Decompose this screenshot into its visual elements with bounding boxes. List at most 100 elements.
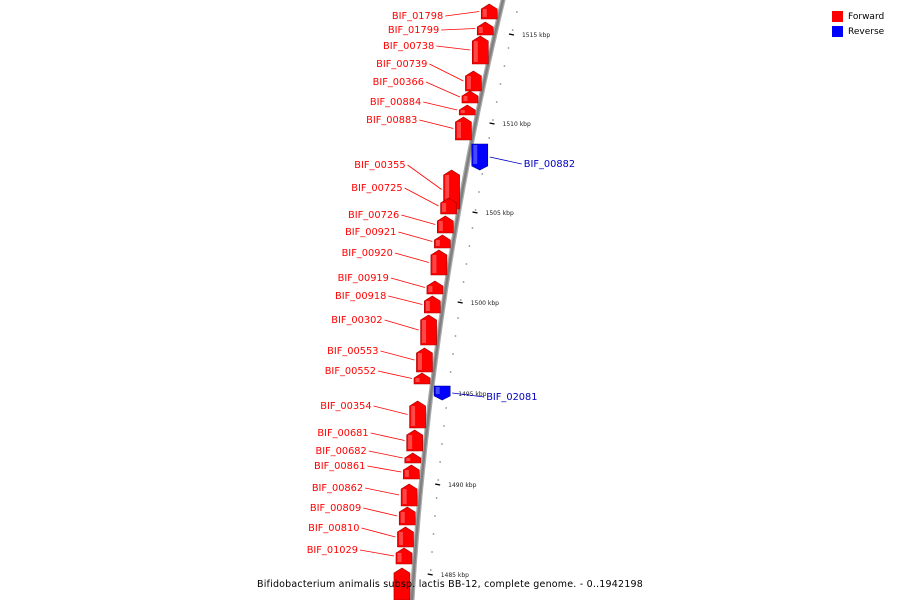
gene-label: BIF_00366	[373, 77, 424, 88]
gene-highlight	[422, 320, 427, 343]
gene-feature-bif-00884	[458, 104, 476, 116]
genome-backbone	[409, 0, 506, 600]
gene-arrow	[420, 314, 437, 346]
scale-tick-label: 1485 kbp	[441, 572, 469, 579]
gene-label-connector	[407, 164, 442, 190]
gene-arrow	[433, 385, 451, 401]
gene-arrow	[437, 215, 454, 234]
gene-highlight	[473, 41, 478, 62]
genome-caption: Bifidobacterium animalis subsp. lactis B…	[257, 579, 643, 590]
gene-feature-bif-00552	[413, 372, 431, 385]
gene-feature-bif-00862	[400, 483, 418, 507]
gene-label-connector	[367, 465, 402, 473]
gene-label: BIF_00919	[338, 273, 389, 284]
gene-feature-bif-00366	[461, 90, 479, 104]
gene-label: BIF_01029	[307, 545, 358, 556]
gene-feature-bif-00921	[434, 234, 451, 249]
gene-feature-bif-00809	[398, 506, 416, 526]
gene-arrow-partial	[393, 567, 411, 600]
gene-highlight	[473, 145, 478, 164]
gene-label-connector	[404, 187, 439, 207]
gene-highlight	[428, 286, 433, 292]
gene-label: BIF_00810	[308, 523, 359, 534]
gene-label-connector	[363, 507, 398, 517]
gene-arrow	[413, 372, 431, 385]
gene-label-connector	[423, 101, 458, 111]
gene-label: BIF_00883	[366, 115, 417, 126]
gene-arrow	[458, 104, 476, 116]
gene-label-connector	[394, 252, 430, 263]
gene-label: BIF_00682	[315, 446, 366, 457]
gene-highlight	[442, 203, 447, 212]
scale-tick-mark	[489, 122, 495, 125]
gene-label-connector	[425, 81, 461, 98]
gene-feature-bif-00882	[471, 143, 489, 171]
gene-arrow	[398, 506, 416, 526]
gene-arrow	[406, 429, 423, 452]
scale-tick-mark	[435, 483, 441, 486]
gene-label-connector	[445, 11, 480, 17]
gene-highlight	[435, 387, 440, 394]
gene-label-connector	[365, 487, 400, 496]
reverse-swatch	[832, 26, 843, 37]
gene-label-connector	[380, 350, 415, 361]
gene-label: BIF_00302	[331, 315, 382, 326]
gene-feature-bif-00810	[397, 526, 414, 548]
scale-tick-mark	[427, 573, 433, 576]
gene-feature-bif-01798	[480, 3, 498, 20]
scale-tick-mark	[457, 301, 463, 304]
gene-arrow	[409, 400, 426, 429]
gene-highlight	[435, 240, 440, 246]
gene-label: BIF_00355	[354, 160, 405, 171]
backbone-line	[410, 0, 505, 600]
gene-feature-bif-00919	[426, 280, 444, 295]
gene-feature-bif-00861	[403, 464, 420, 480]
gene-arrow	[476, 21, 494, 36]
scale-tick-label: 1490 kbp	[448, 482, 476, 489]
gene-arrow	[480, 3, 498, 20]
gene-highlight	[478, 27, 483, 33]
gene-arrow	[430, 249, 448, 276]
gene-features	[393, 3, 498, 600]
gene-highlight	[397, 553, 402, 562]
gene-highlight	[456, 122, 461, 138]
gene-label-connector	[436, 45, 471, 51]
gene-feature-bif-00354	[409, 400, 426, 429]
gene-highlight	[463, 96, 468, 101]
gene-label-connector	[361, 527, 396, 538]
gene-feature-bif-00883	[455, 116, 472, 141]
gene-label: BIF_01798	[392, 11, 443, 22]
gene-highlight	[400, 512, 405, 523]
gene-highlight	[398, 532, 403, 545]
gene-label: BIF_01799	[388, 25, 439, 36]
gene-highlight	[425, 301, 430, 311]
gene-highlight	[408, 435, 413, 449]
gene-highlight	[466, 76, 471, 89]
gene-label-connector	[390, 277, 426, 288]
gene-label-connector	[419, 119, 454, 129]
legend-reverse: Reverse	[832, 24, 892, 39]
gene-label: BIF_00726	[348, 210, 399, 221]
gene-label: BIF_00738	[383, 41, 434, 52]
gene-label: BIF_00553	[327, 346, 378, 357]
gene-label-connector	[373, 405, 408, 415]
gene-label-connector	[429, 63, 464, 82]
gene-label: BIF_00862	[312, 483, 363, 494]
gene-label: BIF_02081	[486, 392, 537, 403]
gene-label: BIF_00920	[342, 248, 393, 259]
gene-highlight	[445, 175, 450, 207]
gene-label-connector	[452, 392, 485, 398]
scale-tick-label: 1505 kbp	[486, 210, 514, 217]
legend-forward-label: Forward	[848, 11, 885, 22]
gene-label: BIF_00354	[320, 401, 371, 412]
gene-label: BIF_00861	[314, 461, 365, 472]
gene-label: BIF_00918	[335, 291, 386, 302]
gene-label: BIF_00725	[351, 183, 402, 194]
gene-label-connector	[441, 28, 476, 31]
gene-feature-bif-00918	[424, 295, 441, 314]
gene-arrow	[434, 234, 451, 249]
gene-feature-bif-00725	[440, 197, 457, 215]
gene-feature-bif-00681	[406, 429, 423, 452]
gene-arrow	[395, 547, 413, 565]
